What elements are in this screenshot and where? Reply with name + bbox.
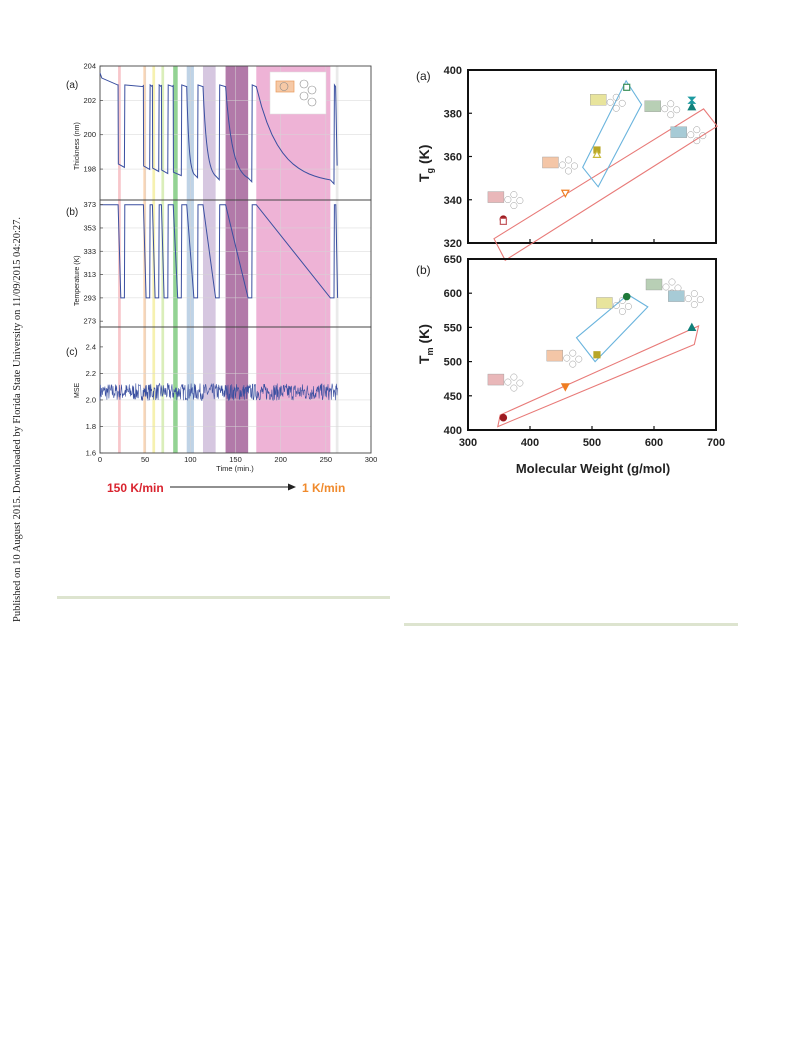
temperature-tick-label: 293 xyxy=(83,293,96,302)
panel-b-label: (b) xyxy=(66,207,78,218)
time-tick-label: 100 xyxy=(184,455,197,464)
mse-tick-label: 2.0 xyxy=(86,395,96,404)
thickness-tick-label: 198 xyxy=(83,165,96,174)
ellipsometry-time-series-figure: (a) (b) (c) Thickness (nm) Temperature (… xyxy=(66,62,377,496)
molecule-structure-icon xyxy=(596,297,632,315)
time-tick-label: 50 xyxy=(141,455,149,464)
molecule-structure-icon xyxy=(487,191,524,210)
time-tick-label: 0 xyxy=(98,455,102,464)
molecule-structure-icon xyxy=(546,349,583,368)
data-point xyxy=(499,413,508,422)
data-point xyxy=(499,217,507,225)
time-tick-label: 300 xyxy=(365,455,378,464)
time-axis-label: Time (min.) xyxy=(216,464,254,473)
panel-b-label-right: (b) xyxy=(416,263,431,277)
mse-tick-label: 1.6 xyxy=(86,449,96,458)
mse-tick-label: 1.8 xyxy=(86,422,96,431)
data-point xyxy=(592,149,602,158)
y-tick-label: 380 xyxy=(444,108,462,120)
rate-end-label: 1 K/min xyxy=(302,481,345,495)
temperature-axis-label: Temperature (K) xyxy=(74,255,81,306)
y-tick-label: 650 xyxy=(444,254,462,266)
highlight-box xyxy=(497,325,700,428)
panel-a-label: (a) xyxy=(66,80,78,91)
x-tick-label: 600 xyxy=(645,437,663,449)
x-tick-label: 700 xyxy=(707,437,725,449)
mse-tick-label: 2.4 xyxy=(86,342,96,351)
data-point xyxy=(593,351,601,359)
y-tick-label: 400 xyxy=(444,425,462,437)
thickness-tick-label: 202 xyxy=(83,96,96,105)
temperature-trace xyxy=(100,204,339,299)
data-point xyxy=(622,292,631,301)
highlight-box xyxy=(493,108,719,262)
time-tick-label: 250 xyxy=(320,455,333,464)
data-point xyxy=(560,189,570,199)
highlight-box xyxy=(575,293,649,363)
y-tick-label: 600 xyxy=(444,288,462,300)
thickness-tick-label: 200 xyxy=(83,130,96,139)
molecule-structure-icon xyxy=(644,100,681,119)
x-tick-label: 300 xyxy=(459,437,477,449)
mse-trace xyxy=(99,382,338,401)
tm-axis-label: Tm (K) xyxy=(416,324,435,364)
thickness-trace xyxy=(99,72,338,186)
temperature-tick-label: 353 xyxy=(83,223,96,232)
temperature-line xyxy=(100,204,339,299)
temperature-tick-label: 273 xyxy=(83,317,96,326)
data-point xyxy=(687,322,697,331)
molecular-weight-scatter-figure: (a) (b) Tg (K) Tm (K) Molecular Weight (… xyxy=(416,65,726,476)
thickness-axis-label: Thickness (nm) xyxy=(74,122,81,170)
molecule-structure-icon xyxy=(542,156,578,175)
data-point xyxy=(687,96,697,104)
rate-arrow-head xyxy=(288,483,296,491)
y-tick-label: 450 xyxy=(444,391,462,403)
y-tick-label: 550 xyxy=(444,322,462,334)
temperature-tick-label: 333 xyxy=(83,247,96,256)
y-tick-label: 360 xyxy=(444,152,462,164)
publication-watermark: Published on 10 August 2015. Downloaded … xyxy=(0,0,24,660)
y-tick-label: 400 xyxy=(444,65,462,77)
cooling-band xyxy=(225,66,249,453)
y-tick-label: 320 xyxy=(444,238,462,250)
time-tick-label: 200 xyxy=(274,455,287,464)
tg-axis-label: Tg (K) xyxy=(416,145,435,182)
molecule-structure-icon xyxy=(668,290,704,309)
x-tick-label: 400 xyxy=(521,437,539,449)
temperature-tick-label: 313 xyxy=(83,270,96,279)
left-column-rule xyxy=(57,596,390,599)
y-tick-label: 500 xyxy=(444,357,462,369)
data-point xyxy=(560,383,570,392)
tick-labels: 204 202 200 198 373 353 333 313 293 273 2.4 2.2 2.0 1… xyxy=(83,62,377,465)
cooling-band xyxy=(202,66,216,453)
highlight-box xyxy=(582,79,643,188)
right-column-rule xyxy=(404,623,738,626)
mse-tick-label: 2.2 xyxy=(86,369,96,378)
mse-axis-label: MSE xyxy=(74,383,81,399)
mse-line xyxy=(99,382,338,401)
temperature-tick-label: 373 xyxy=(83,200,96,209)
y-tick-label: 340 xyxy=(444,195,462,207)
data-point xyxy=(687,101,697,111)
mw-axis-label: Molecular Weight (g/mol) xyxy=(516,461,670,476)
data-point xyxy=(623,83,631,91)
right-panel-labels: (a) (b) Tg (K) Tm (K) Molecular Weight (… xyxy=(416,69,670,476)
panel-a-label-right: (a) xyxy=(416,69,431,83)
publication-note-text: Published on 10 August 2015. Downloaded … xyxy=(12,216,23,622)
thickness-line xyxy=(99,72,338,186)
time-tick-label: 150 xyxy=(229,455,242,464)
panel-c-label: (c) xyxy=(66,347,78,358)
thickness-tick-label: 204 xyxy=(83,62,96,71)
molecule-structure-icon xyxy=(670,126,707,145)
panel-a-structure-inset xyxy=(269,71,327,115)
axis-labels: (a) (b) (c) Thickness (nm) Temperature (… xyxy=(66,80,81,398)
rate-start-label: 150 K/min xyxy=(107,481,164,495)
tg-scatter-panel: 320 340 360 380 400 xyxy=(444,65,719,262)
molecule-structure-icon xyxy=(589,93,626,112)
molecule-structure-icon xyxy=(487,373,524,392)
x-tick-label: 500 xyxy=(583,437,601,449)
